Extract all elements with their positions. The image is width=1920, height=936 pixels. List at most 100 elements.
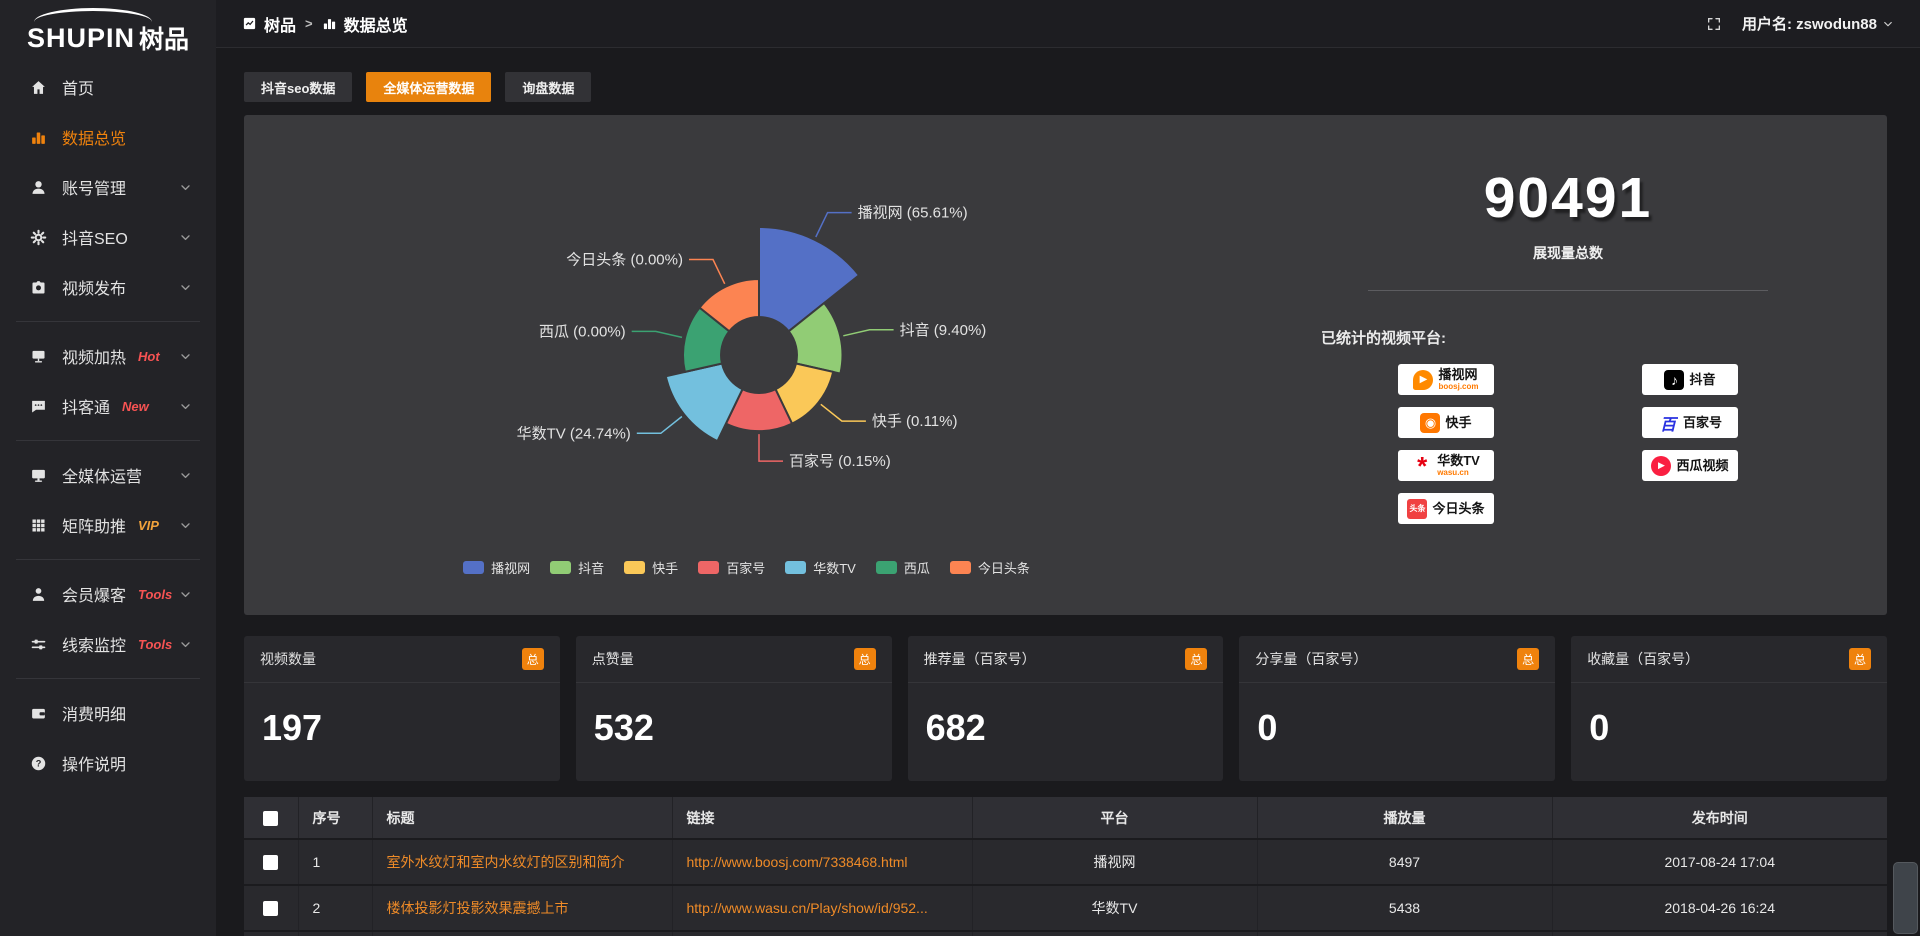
pie-label: 今日头条 (0.00%) xyxy=(566,252,683,269)
total-badge[interactable]: 总 xyxy=(1185,648,1208,670)
select-all-checkbox[interactable] xyxy=(263,810,279,826)
videos-table-panel: 序号 标题 链接 平台 播放量 发布时间 1 室外水纹灯和室内水纹灯的区别和简介 http://… xyxy=(244,797,1887,936)
legend-swatch xyxy=(875,561,897,574)
chevron-down-icon xyxy=(179,588,192,601)
legend-swatch xyxy=(698,561,720,574)
fullscreen-button[interactable] xyxy=(1706,16,1722,32)
sidebar-item-label: 视频加热 xyxy=(62,350,127,367)
sidebar-item-label: 抖音SEO xyxy=(62,231,128,248)
total-badge[interactable]: 总 xyxy=(853,648,876,670)
breadcrumb-label: 数据总览 xyxy=(343,17,408,35)
brand-name-en: SHUPIN xyxy=(26,22,135,53)
legend-item[interactable]: 西瓜 xyxy=(875,558,930,577)
sidebar-item-label: 线索监控 xyxy=(62,638,127,655)
legend-item[interactable]: 百家号 xyxy=(698,558,765,577)
row-checkbox[interactable] xyxy=(263,855,279,871)
tab-douyin-seo-data[interactable]: 抖音seo数据 xyxy=(244,72,353,102)
platform-badge-kuaishou[interactable]: ◉ 快手 xyxy=(1398,407,1494,438)
sidebar-item-matrix-boost[interactable]: 矩阵助推 VIP xyxy=(0,500,216,550)
cell-num: 1 xyxy=(298,839,373,886)
legend-item[interactable]: 华数TV xyxy=(785,558,856,577)
home-icon xyxy=(32,80,45,94)
chevron-down-icon xyxy=(179,231,192,244)
stat-card-value: 197 xyxy=(262,707,323,748)
sidebar-item-tag: VIP xyxy=(138,517,159,533)
cell-link[interactable]: http://www.boosj.com/7338468.html xyxy=(672,839,973,886)
total-badge[interactable]: 总 xyxy=(1517,648,1540,670)
stat-card-title: 点赞量 xyxy=(591,651,634,667)
sidebar-item-member-baoke[interactable]: 会员爆客 Tools xyxy=(0,569,216,619)
total-badge[interactable]: 总 xyxy=(521,648,544,670)
tab-media-operation-data[interactable]: 全媒体运营数据 xyxy=(366,72,492,102)
col-header-num: 序号 xyxy=(298,797,373,840)
cell-title[interactable]: 室外水纹灯和室内水纹灯的区别和简介 xyxy=(372,839,673,886)
legend-item[interactable]: 快手 xyxy=(624,558,678,577)
platform-badge-baijia[interactable]: 百百家号 xyxy=(1642,407,1738,438)
pie-slice[interactable] xyxy=(787,301,844,375)
platform-badge-wasu[interactable]: * 华数TV wasu.cn xyxy=(1398,450,1494,481)
legend-item[interactable]: 播视网 xyxy=(463,558,530,577)
tab-inquiry-data[interactable]: 询盘数据 xyxy=(505,72,592,102)
sidebar-item-clue-monitor[interactable]: 线索监控 Tools xyxy=(0,619,216,669)
cell-title[interactable]: 楼体投影灯投影效果震撼上市 xyxy=(372,885,673,932)
summary-panel: 90491 展现量总数 已统计的视频平台: ▶ 播视网 boosj.com ◉ 快手 * 华… xyxy=(1249,115,1887,615)
sidebar-item-video-publish[interactable]: 视频发布 xyxy=(0,262,216,312)
sidebar-item-operation-guide[interactable]: ? 操作说明 xyxy=(0,738,216,788)
chevron-down-icon xyxy=(179,519,192,532)
pie-label-line xyxy=(820,403,866,422)
pie-slice[interactable] xyxy=(664,362,744,443)
pie-slice[interactable] xyxy=(698,277,760,333)
legend-item[interactable]: 抖音 xyxy=(550,558,604,577)
brand-logo[interactable]: SHUPIN 树品 xyxy=(0,0,216,62)
platform-badge-toutiao[interactable]: 头条 今日头条 xyxy=(1398,493,1494,524)
chevron-down-icon xyxy=(179,281,192,294)
cell-link[interactable]: http://www.wasu.cn/Play/show/id/952... xyxy=(672,885,973,932)
sidebar-item-consumption-detail[interactable]: 消费明细 xyxy=(0,688,216,738)
pie-label: 播视网 (65.61%) xyxy=(858,205,968,222)
overview-panel: 播视网 (65.61%) 抖音 (9.40%) 快手 (0.11%) 百家号 (0.1… xyxy=(244,115,1887,615)
xigua-logo-icon: ▶ xyxy=(1651,455,1672,476)
cell-platform: 华数TV xyxy=(972,885,1258,932)
sidebar-item-douketong[interactable]: 抖客通 New xyxy=(0,381,216,431)
cell-time: 2017-08-24 17:04 xyxy=(1552,839,1887,886)
pie-label-line xyxy=(843,329,894,337)
pie-label: 百家号 (0.15%) xyxy=(789,453,891,470)
chevron-down-icon xyxy=(181,403,190,409)
brand-name-cn: 树品 xyxy=(139,26,190,54)
platform-badge-boosj[interactable]: ▶ 播视网 boosj.com xyxy=(1398,364,1494,395)
total-badge[interactable]: 总 xyxy=(1848,648,1871,670)
legend-swatch xyxy=(463,561,485,574)
baijia-logo-icon: 百 xyxy=(1659,416,1676,433)
legend-item[interactable]: 今日头条 xyxy=(949,558,1030,577)
monitor-icon xyxy=(32,469,45,482)
total-impressions-label: 展现量总数 xyxy=(1533,245,1603,261)
sidebar-item-data-overview[interactable]: 数据总览 xyxy=(0,112,216,162)
sidebar-item-label: 全媒体运营 xyxy=(62,469,143,486)
sidebar-divider xyxy=(16,321,200,322)
platform-badge-name: 百家号 xyxy=(1682,415,1722,430)
pie-label: 快手 (0.11%) xyxy=(872,413,958,430)
sidebar-divider xyxy=(16,440,200,441)
sidebar-item-label: 消费明细 xyxy=(62,707,127,724)
chevron-down-icon xyxy=(179,400,192,413)
row-checkbox[interactable] xyxy=(263,901,279,917)
breadcrumb-item-data-overview[interactable]: 数据总览 xyxy=(322,12,408,36)
breadcrumb-separator: > xyxy=(305,16,313,31)
floating-scroll-widget[interactable] xyxy=(1893,862,1918,934)
legend-swatch xyxy=(624,561,646,574)
chevron-down-icon xyxy=(181,353,190,359)
sidebar-item-account-management[interactable]: 账号管理 xyxy=(0,162,216,212)
breadcrumb-item-shupin[interactable]: 树品 xyxy=(242,12,296,36)
sidebar-item-douyin-seo[interactable]: 抖音SEO xyxy=(0,212,216,262)
pie-slice[interactable] xyxy=(758,225,861,333)
platform-badge-douyin[interactable]: ♪ 抖音 xyxy=(1642,364,1738,395)
sidebar-item-video-heat[interactable]: 视频加热 Hot xyxy=(0,331,216,381)
platform-badge-xigua[interactable]: ▶ 西瓜视频 xyxy=(1642,450,1738,481)
sidebar-divider xyxy=(16,559,200,560)
platforms-title: 已统计的视频平台: xyxy=(1321,330,1446,347)
sidebar-item-media-operation[interactable]: 全媒体运营 xyxy=(0,450,216,500)
sidebar-item-home[interactable]: 首页 xyxy=(0,62,216,112)
user-menu[interactable]: 用户名: zswodun88 xyxy=(1742,13,1894,34)
legend-label: 百家号 xyxy=(726,561,766,576)
cell-num: 2 xyxy=(298,885,373,932)
